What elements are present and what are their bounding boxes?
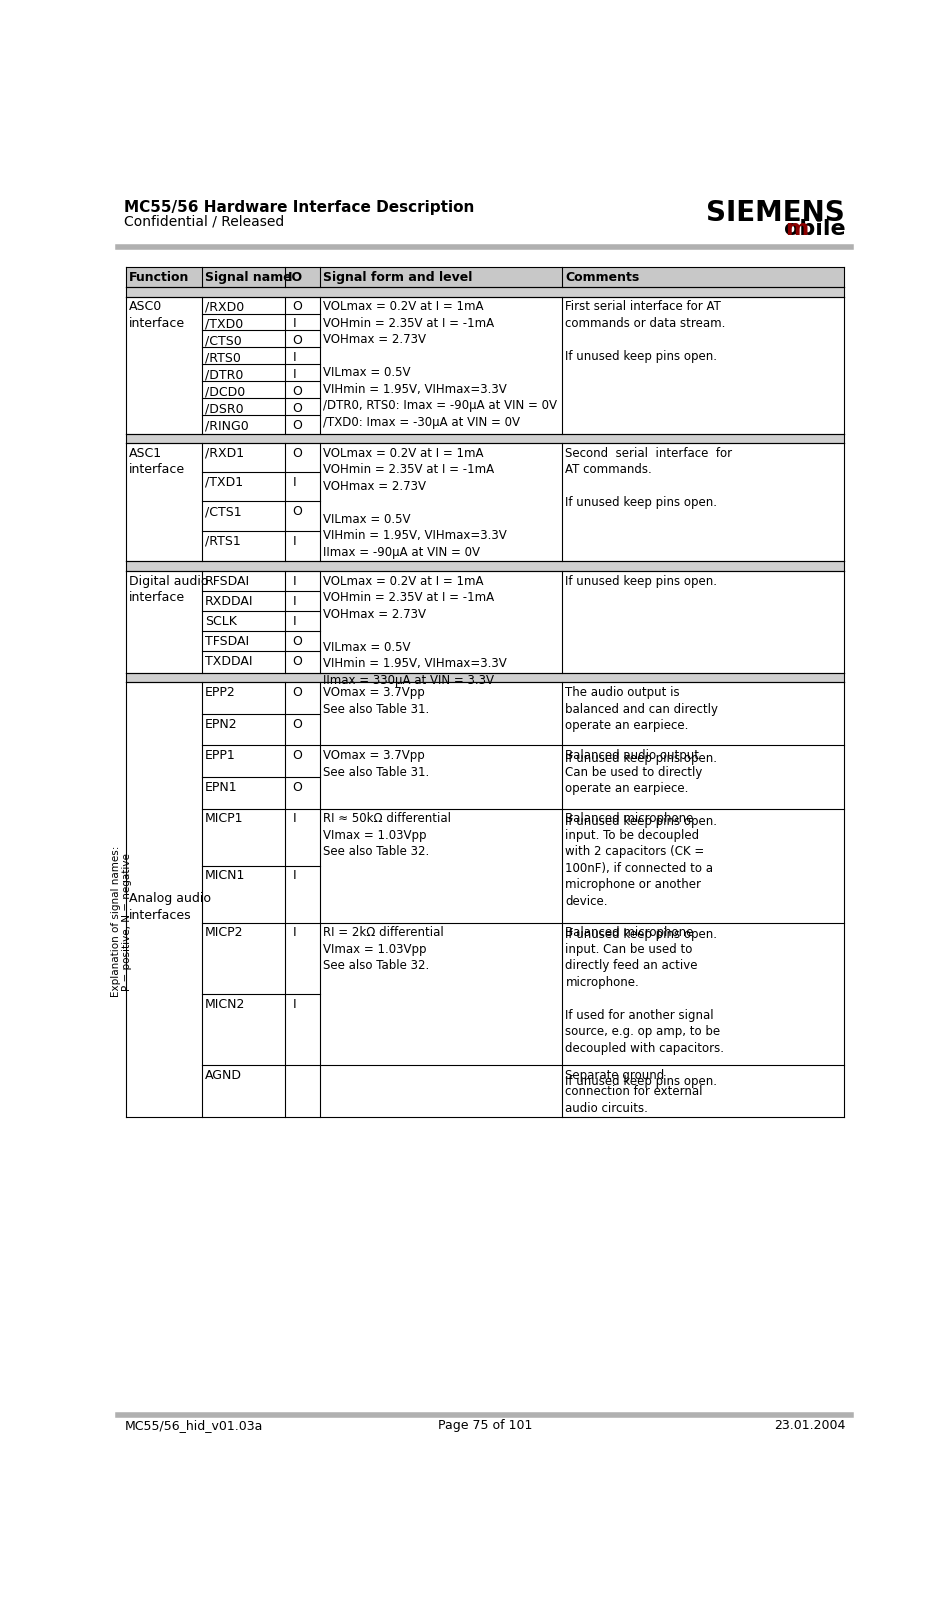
Text: I: I — [292, 812, 296, 825]
Text: ASC1
interface: ASC1 interface — [129, 447, 185, 476]
Text: MC55/56_hid_v01.03a: MC55/56_hid_v01.03a — [125, 1419, 263, 1432]
Text: VOLmax = 0.2V at I = 1mA
VOHmin = 2.35V at I = -1mA
VOHmax = 2.73V

VILmax = 0.5: VOLmax = 0.2V at I = 1mA VOHmin = 2.35V … — [323, 574, 507, 686]
Text: SCLK: SCLK — [205, 615, 236, 628]
Text: I: I — [292, 351, 296, 364]
Text: Signal name: Signal name — [205, 272, 291, 285]
Text: VOLmax = 0.2V at I = 1mA
VOHmin = 2.35V at I = -1mA
VOHmax = 2.73V

VILmax = 0.5: VOLmax = 0.2V at I = 1mA VOHmin = 2.35V … — [323, 447, 507, 558]
Bar — [126, 267, 844, 288]
Text: EPN1: EPN1 — [205, 781, 237, 794]
Text: RFSDAI: RFSDAI — [205, 574, 250, 587]
Text: O: O — [292, 419, 303, 432]
Text: O: O — [292, 686, 303, 699]
Text: I: I — [292, 369, 296, 382]
Text: TXDDAI: TXDDAI — [205, 655, 253, 668]
Text: MC55/56 Hardware Interface Description: MC55/56 Hardware Interface Description — [125, 201, 475, 215]
Text: obile: obile — [783, 218, 845, 239]
Text: First serial interface for AT
commands or data stream.

If unused keep pins open: First serial interface for AT commands o… — [566, 301, 726, 362]
Text: /RING0: /RING0 — [205, 419, 249, 432]
Text: RI = 2kΩ differential
VImax = 1.03Vpp
See also Table 32.: RI = 2kΩ differential VImax = 1.03Vpp Se… — [323, 927, 444, 972]
Text: Explanation of signal names:
P = positive, N = negative: Explanation of signal names: P = positiv… — [111, 846, 132, 997]
Text: VOLmax = 0.2V at I = 1mA
VOHmin = 2.35V at I = -1mA
VOHmax = 2.73V

VILmax = 0.5: VOLmax = 0.2V at I = 1mA VOHmin = 2.35V … — [323, 301, 557, 429]
Text: I: I — [292, 869, 296, 882]
Text: Balanced microphone
input. Can be used to
directly feed an active
microphone.

I: Balanced microphone input. Can be used t… — [566, 927, 725, 1087]
Text: I: I — [292, 998, 296, 1011]
Text: /RTS1: /RTS1 — [205, 534, 241, 547]
Text: O: O — [292, 401, 303, 416]
Text: VOmax = 3.7Vpp
See also Table 31.: VOmax = 3.7Vpp See also Table 31. — [323, 686, 429, 715]
Text: /DSR0: /DSR0 — [205, 401, 244, 416]
Text: RI ≈ 50kΩ differential
VImax = 1.03Vpp
See also Table 32.: RI ≈ 50kΩ differential VImax = 1.03Vpp S… — [323, 812, 451, 859]
Text: Digital audio
interface: Digital audio interface — [129, 574, 209, 604]
Text: /RTS0: /RTS0 — [205, 351, 241, 364]
Text: Separate ground
connection for external
audio circuits.: Separate ground connection for external … — [566, 1069, 703, 1115]
Text: I: I — [292, 594, 296, 608]
Text: /CTS0: /CTS0 — [205, 335, 242, 348]
Text: ASC0
interface: ASC0 interface — [129, 301, 185, 330]
Text: O: O — [292, 385, 303, 398]
Text: Second  serial  interface  for
AT commands.

If unused keep pins open.: Second serial interface for AT commands.… — [566, 447, 732, 510]
Text: O: O — [292, 718, 303, 731]
Text: EPN2: EPN2 — [205, 718, 237, 731]
Text: MICP1: MICP1 — [205, 812, 243, 825]
Text: Signal form and level: Signal form and level — [323, 272, 472, 285]
Text: O: O — [292, 634, 303, 647]
Text: O: O — [292, 301, 303, 314]
Text: /DTR0: /DTR0 — [205, 369, 243, 382]
Text: /TXD0: /TXD0 — [205, 317, 243, 330]
Text: Confidential / Released: Confidential / Released — [125, 215, 285, 230]
Text: O: O — [292, 447, 303, 460]
Text: O: O — [292, 335, 303, 348]
Text: EPP1: EPP1 — [205, 749, 236, 762]
Bar — [126, 561, 844, 571]
Text: Function: Function — [129, 272, 189, 285]
Text: RXDDAI: RXDDAI — [205, 594, 254, 608]
Text: Comments: Comments — [566, 272, 639, 285]
Text: /RXD0: /RXD0 — [205, 301, 244, 314]
Text: Analog audio
interfaces: Analog audio interfaces — [129, 892, 211, 922]
Text: O: O — [292, 655, 303, 668]
Text: The audio output is
balanced and can directly
operate an earpiece.

If unused ke: The audio output is balanced and can dir… — [566, 686, 718, 765]
Text: O: O — [292, 505, 303, 518]
Text: Balanced audio output.
Can be used to directly
operate an earpiece.

If unused k: Balanced audio output. Can be used to di… — [566, 749, 717, 828]
Bar — [126, 288, 844, 296]
Bar — [126, 683, 844, 1118]
Text: I: I — [292, 574, 296, 587]
Bar — [126, 443, 844, 561]
Text: I: I — [292, 534, 296, 547]
Text: I: I — [292, 615, 296, 628]
Text: 23.01.2004: 23.01.2004 — [774, 1419, 845, 1432]
Text: Balanced microphone
input. To be decoupled
with 2 capacitors (CK =
100nF), if co: Balanced microphone input. To be decoupl… — [566, 812, 717, 942]
Bar — [126, 571, 844, 673]
Text: O: O — [292, 781, 303, 794]
Bar — [126, 434, 844, 443]
Text: I: I — [292, 317, 296, 330]
Text: /DCD0: /DCD0 — [205, 385, 245, 398]
Text: O: O — [292, 749, 303, 762]
Text: MICN1: MICN1 — [205, 869, 245, 882]
Text: m: m — [785, 218, 808, 239]
Text: I: I — [292, 927, 296, 940]
Text: EPP2: EPP2 — [205, 686, 236, 699]
Text: VOmax = 3.7Vpp
See also Table 31.: VOmax = 3.7Vpp See also Table 31. — [323, 749, 429, 778]
Bar — [126, 673, 844, 683]
Text: Page 75 of 101: Page 75 of 101 — [438, 1419, 532, 1432]
Text: If unused keep pins open.: If unused keep pins open. — [566, 574, 717, 587]
Text: AGND: AGND — [205, 1069, 242, 1082]
Text: MICN2: MICN2 — [205, 998, 245, 1011]
Text: /CTS1: /CTS1 — [205, 505, 241, 518]
Text: IO: IO — [288, 272, 303, 285]
Text: MICP2: MICP2 — [205, 927, 243, 940]
Text: /TXD1: /TXD1 — [205, 476, 243, 489]
Text: I: I — [292, 476, 296, 489]
Text: TFSDAI: TFSDAI — [205, 634, 249, 647]
Text: /RXD1: /RXD1 — [205, 447, 244, 460]
Bar — [126, 296, 844, 434]
Text: SIEMENS: SIEMENS — [707, 199, 845, 227]
